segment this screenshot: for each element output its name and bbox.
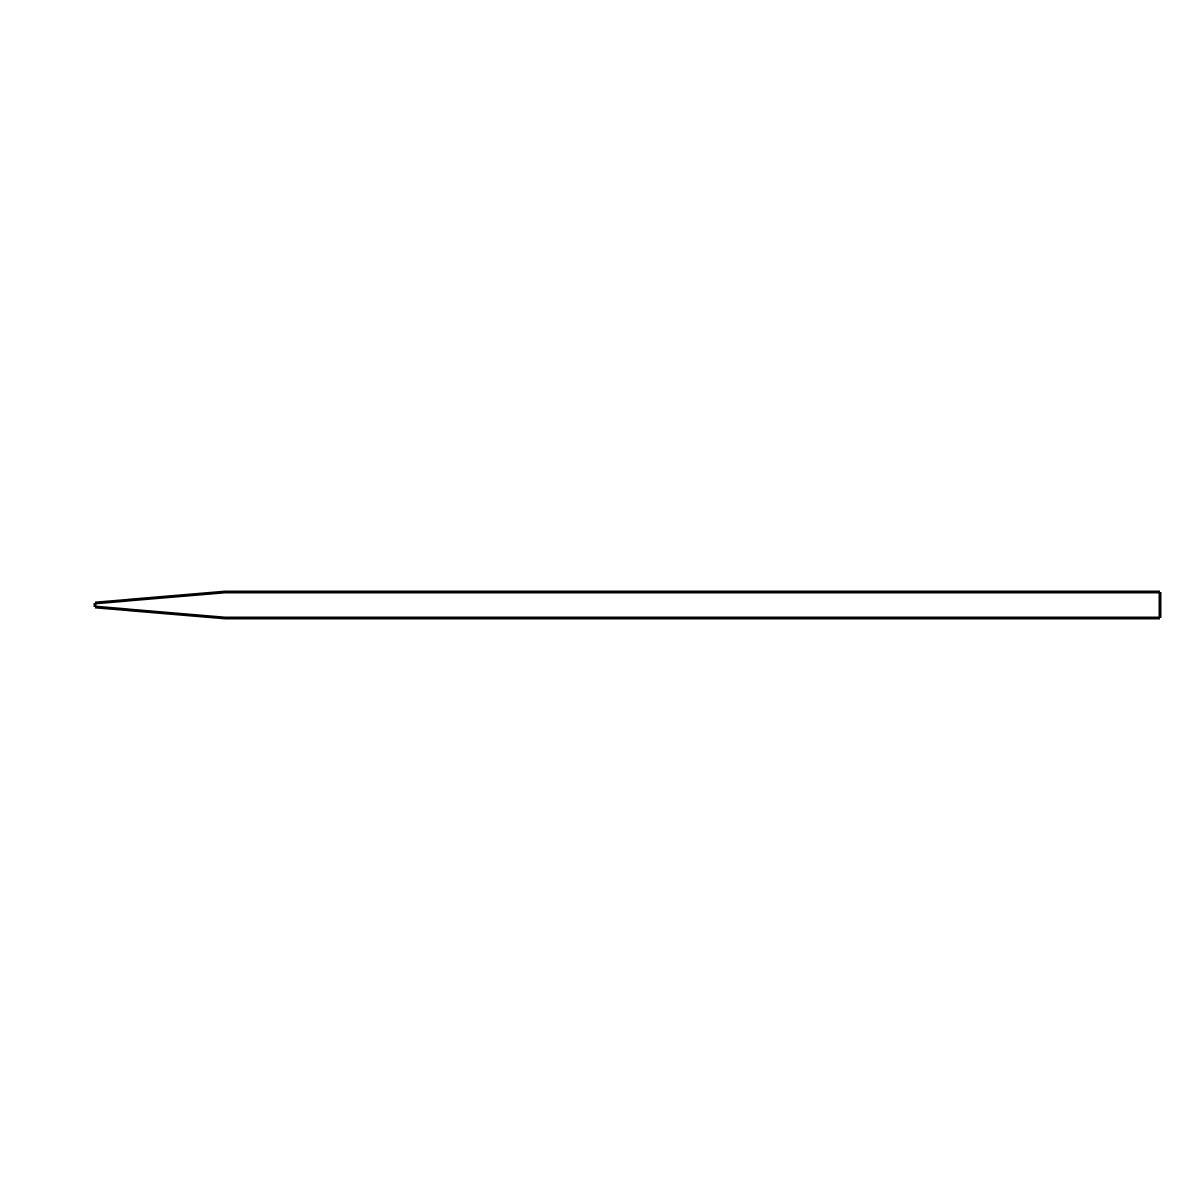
part-profile — [95, 592, 1160, 618]
technical-drawing — [0, 0, 1200, 1200]
